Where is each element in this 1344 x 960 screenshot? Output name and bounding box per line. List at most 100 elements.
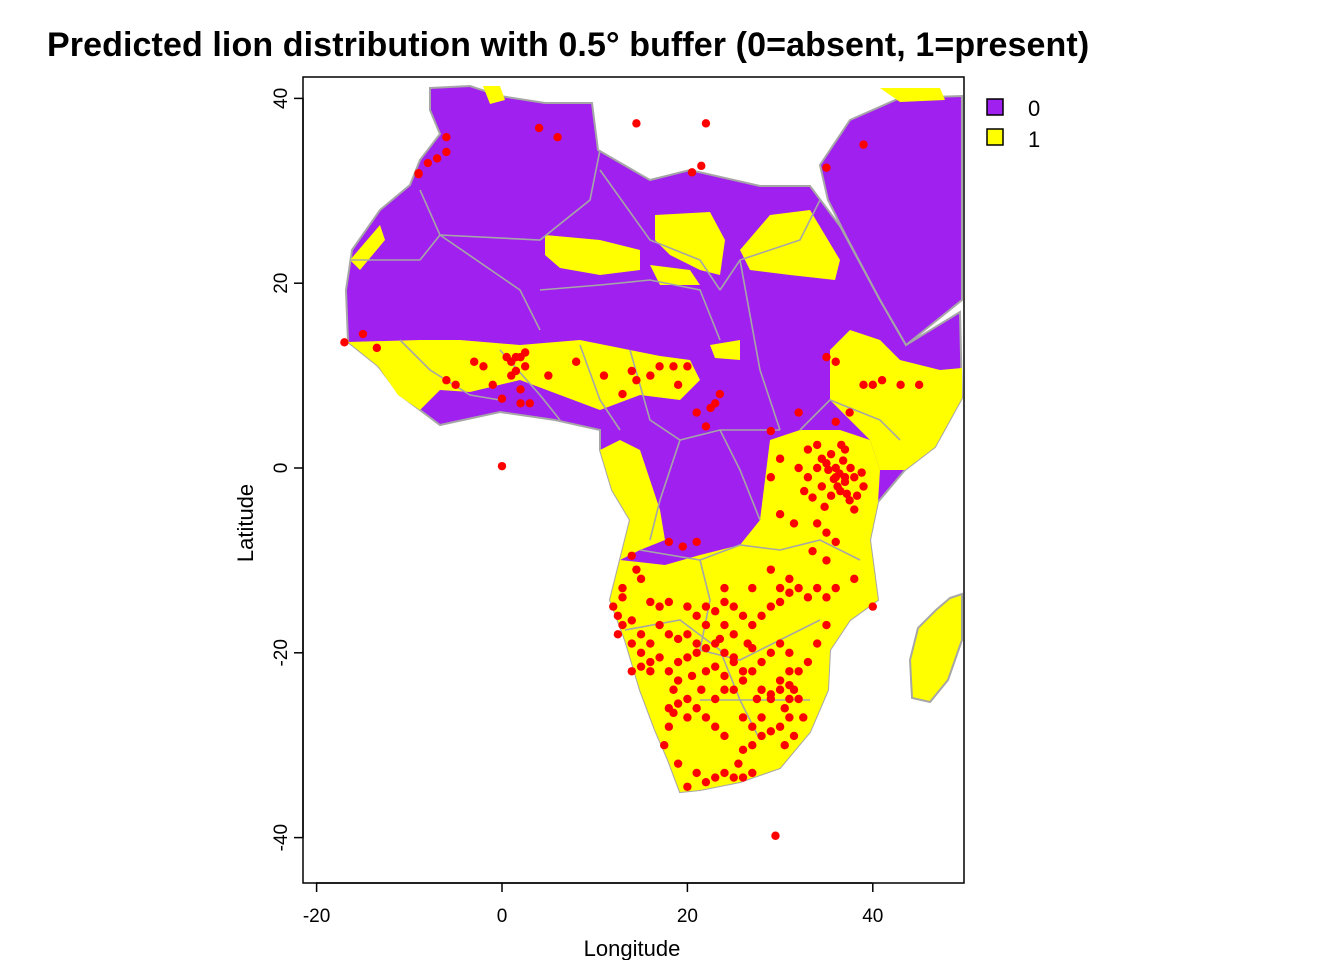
legend-label-absent: 0 — [1028, 96, 1040, 121]
y-tick-label: -40 — [271, 824, 292, 851]
occurrence-point — [789, 685, 799, 694]
occurrence-point — [720, 731, 729, 741]
occurrence-points — [340, 119, 924, 840]
occurrence-point — [636, 574, 646, 584]
occurrence-point — [850, 574, 859, 584]
occurrence-point — [720, 583, 729, 593]
occurrence-point — [618, 593, 627, 602]
occurrence-point — [609, 602, 618, 611]
occurrence-point — [646, 657, 655, 667]
occurrence-point — [697, 161, 706, 171]
occurrence-point — [748, 667, 757, 676]
occurrence-point — [822, 352, 831, 362]
occurrence-point — [824, 465, 833, 475]
occurrence-point — [831, 537, 840, 547]
occurrence-point — [451, 380, 460, 390]
occurrence-point — [692, 611, 701, 621]
occurrence-point — [497, 394, 507, 403]
occurrence-point — [812, 639, 822, 648]
occurrence-point — [785, 588, 794, 597]
occurrence-point — [720, 685, 729, 694]
occurrence-point — [701, 777, 711, 787]
arabia-absent-region — [818, 94, 963, 347]
occurrence-point — [692, 639, 701, 648]
occurrence-point — [664, 667, 674, 676]
occurrence-point — [766, 727, 776, 736]
occurrence-point — [469, 357, 479, 366]
occurrence-point — [715, 634, 725, 644]
occurrence-point — [785, 648, 794, 657]
occurrence-point — [692, 408, 701, 417]
occurrence-point — [837, 440, 846, 450]
occurrence-point — [780, 741, 789, 750]
occurrence-point — [632, 565, 641, 574]
occurrence-point — [720, 671, 729, 681]
x-tick-label: -20 — [303, 906, 330, 927]
occurrence-point — [766, 602, 776, 611]
occurrence-point — [826, 491, 836, 500]
legend-swatch-present — [986, 128, 1004, 146]
y-tick-label: 20 — [271, 273, 292, 294]
occurrence-point — [553, 133, 562, 142]
occurrence-point — [775, 722, 785, 731]
occurrence-point — [687, 168, 697, 177]
occurrence-point — [701, 643, 711, 653]
occurrence-point — [748, 741, 757, 750]
occurrence-point — [812, 519, 822, 528]
map-title: Predicted lion distribution with 0.5° bu… — [47, 26, 1090, 64]
occurrence-point — [720, 597, 729, 607]
occurrence-point — [803, 445, 813, 454]
occurrence-point — [846, 463, 855, 473]
occurrence-point — [831, 417, 840, 426]
occurrence-point — [701, 713, 711, 722]
occurrence-point — [683, 782, 692, 791]
occurrence-point — [701, 119, 711, 128]
y-tick-label: -20 — [271, 639, 292, 666]
occurrence-point — [803, 657, 813, 667]
occurrence-point — [613, 630, 623, 639]
occurrence-point — [877, 376, 887, 385]
occurrence-point — [785, 694, 794, 704]
occurrence-point — [734, 759, 743, 768]
occurrence-point — [711, 773, 720, 782]
occurrence-point — [664, 630, 674, 639]
occurrence-point — [757, 611, 766, 621]
occurrence-point — [701, 620, 711, 630]
occurrence-point — [799, 713, 808, 722]
occurrence-point — [766, 426, 776, 436]
occurrence-point — [838, 456, 848, 465]
occurrence-point — [664, 537, 674, 547]
occurrence-point — [720, 768, 729, 778]
occurrence-point — [442, 133, 451, 142]
occurrence-point — [692, 537, 701, 547]
occurrence-point — [794, 667, 803, 676]
occurrence-point — [683, 713, 692, 722]
occurrence-point — [771, 831, 780, 840]
occurrence-point — [857, 468, 866, 477]
legend-swatch-absent — [986, 98, 1004, 116]
occurrence-point — [852, 491, 862, 500]
occurrence-point — [775, 676, 785, 685]
occurrence-point — [673, 380, 683, 390]
occurrence-point — [683, 362, 692, 371]
occurrence-point — [859, 380, 868, 390]
x-tick-label: 40 — [862, 906, 883, 927]
occurrence-point — [775, 685, 785, 694]
occurrence-point — [822, 528, 831, 537]
occurrence-point — [632, 376, 641, 385]
occurrence-point — [738, 713, 748, 722]
occurrence-point — [636, 630, 646, 639]
occurrence-point — [729, 602, 738, 611]
occurrence-point — [673, 676, 683, 685]
occurrence-point — [618, 620, 627, 630]
occurrence-point — [673, 657, 683, 667]
occurrence-point — [646, 667, 655, 676]
legend-label-present: 1 — [1028, 127, 1040, 152]
occurrence-point — [692, 768, 701, 778]
occurrence-point — [812, 583, 822, 593]
occurrence-point — [497, 461, 507, 471]
occurrence-point — [729, 773, 738, 782]
occurrence-point — [826, 449, 836, 459]
occurrence-point — [340, 338, 349, 347]
occurrence-point — [683, 653, 692, 662]
